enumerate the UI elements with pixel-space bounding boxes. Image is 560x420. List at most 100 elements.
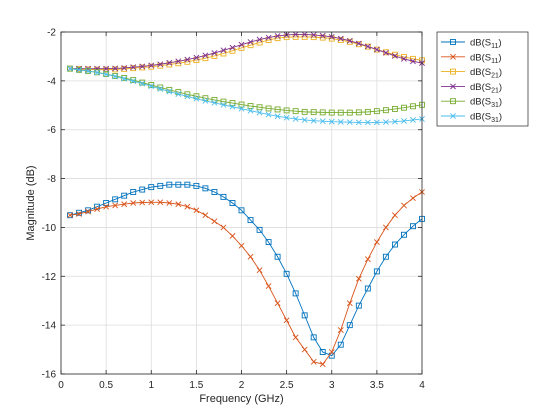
data-point — [175, 91, 182, 97]
data-point — [410, 195, 416, 202]
data-point — [401, 231, 407, 238]
data-point — [292, 108, 299, 115]
y-tick-label: -2 — [47, 28, 56, 39]
y-axis-label: Magnitude (dB) — [25, 165, 37, 240]
data-point — [157, 86, 164, 92]
data-point — [346, 119, 353, 126]
data-point — [247, 103, 254, 109]
data-point — [130, 64, 137, 71]
data-point — [148, 184, 155, 191]
data-point — [175, 181, 182, 188]
series-5 — [67, 65, 425, 116]
series-line — [70, 33, 423, 70]
data-point — [85, 68, 91, 75]
data-point — [229, 100, 236, 107]
data-point — [139, 199, 146, 206]
data-point — [85, 208, 91, 215]
data-point — [337, 118, 344, 125]
series-line — [69, 68, 423, 123]
data-point — [364, 285, 371, 292]
data-point — [265, 34, 272, 41]
data-point — [274, 300, 281, 307]
data-point — [319, 109, 326, 116]
data-point — [410, 103, 416, 110]
data-point — [337, 341, 344, 348]
data-point — [382, 49, 389, 56]
legend-marker — [450, 68, 456, 75]
data-point — [382, 224, 389, 231]
data-point — [337, 35, 344, 42]
data-point — [238, 101, 245, 108]
data-point — [229, 103, 236, 110]
data-point — [247, 107, 254, 114]
data-point — [301, 312, 308, 319]
data-point — [220, 193, 227, 200]
series-2 — [67, 189, 425, 368]
legend-label: dB(S31) — [470, 97, 502, 110]
data-point — [229, 200, 236, 206]
data-point — [355, 302, 362, 309]
legend-label-close: ) — [499, 97, 502, 108]
data-point — [112, 65, 119, 72]
data-point — [175, 201, 182, 208]
data-point — [292, 334, 299, 341]
data-point — [355, 109, 362, 116]
data-point — [301, 346, 308, 353]
data-point — [301, 31, 308, 38]
legend-label-main: dB(S — [470, 97, 491, 108]
legend-marker — [450, 83, 456, 90]
data-point — [337, 37, 344, 44]
legend-item-3: dB(S21) — [441, 67, 502, 80]
data-point — [274, 106, 281, 113]
series-line — [70, 36, 423, 71]
x-tick-label: 0.5 — [99, 380, 113, 391]
data-point — [283, 107, 290, 114]
data-point — [121, 201, 128, 208]
x-tick-label: 1 — [148, 380, 154, 391]
data-point — [139, 63, 146, 70]
data-point — [364, 43, 371, 50]
data-point — [256, 226, 263, 233]
data-point — [112, 202, 119, 209]
data-point — [166, 88, 173, 95]
data-point — [139, 80, 146, 87]
data-point — [328, 118, 335, 125]
data-point — [157, 84, 164, 91]
data-point — [391, 105, 398, 112]
legend-label-close: ) — [498, 52, 501, 63]
data-point — [202, 97, 209, 104]
data-point — [310, 117, 317, 124]
data-point — [238, 207, 245, 214]
data-point — [121, 64, 128, 71]
series-6 — [67, 65, 425, 126]
data-point — [346, 109, 353, 116]
legend-item-5: dB(S31) — [441, 97, 502, 110]
data-point — [166, 86, 173, 93]
data-point — [364, 43, 371, 50]
data-point — [94, 206, 101, 213]
data-point — [401, 55, 407, 62]
legend-label-subscript: 11 — [491, 58, 498, 65]
data-point — [76, 211, 82, 217]
data-point — [337, 109, 344, 116]
data-point — [355, 275, 362, 282]
data-point — [319, 361, 326, 368]
data-point — [238, 242, 245, 249]
data-point — [256, 36, 263, 43]
data-point — [410, 223, 416, 230]
data-point — [166, 59, 173, 66]
data-point — [148, 199, 155, 206]
data-point — [401, 118, 407, 124]
data-point — [229, 47, 236, 54]
legend-marker — [450, 53, 456, 60]
data-point — [382, 107, 389, 114]
legend-label-subscript: 11 — [491, 43, 498, 50]
legend-item-4: dB(S21) — [441, 82, 502, 94]
data-point — [121, 75, 128, 82]
data-point — [157, 62, 164, 69]
data-point — [148, 63, 155, 70]
data-point — [229, 233, 236, 239]
data-point — [392, 212, 398, 219]
data-point — [265, 105, 272, 112]
